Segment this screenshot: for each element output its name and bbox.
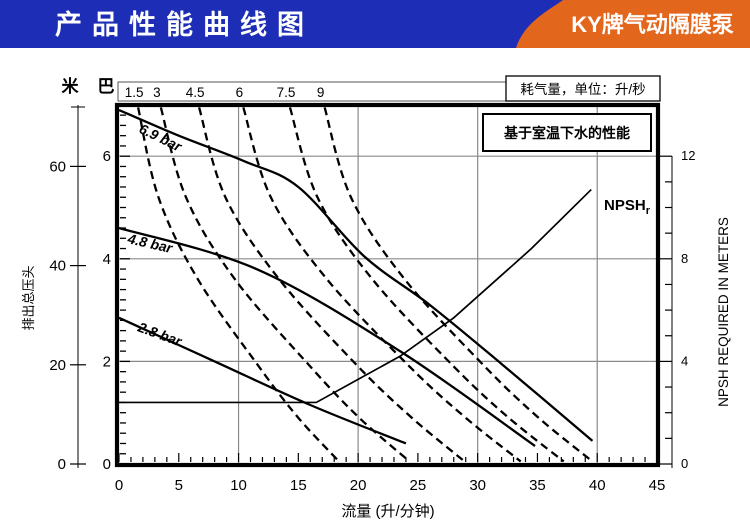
air-consumption-tick-labels: 1.5 3 4.5 6 7.5 9: [125, 85, 325, 100]
air-curve-4.5: [197, 107, 466, 463]
npsh-tick-label: 0: [681, 456, 688, 471]
meters-tick-label: 40: [49, 258, 66, 275]
air-tick-label-6: 6: [236, 85, 244, 100]
air-curve-9: [323, 107, 594, 463]
discharge-head-axis-title: 排出总压头: [21, 265, 36, 330]
performance-curve-2-8-bar: [118, 316, 407, 445]
x-tick-label: 30: [469, 477, 486, 494]
plot-border: [114, 102, 661, 468]
bar-tick-label: 4: [103, 251, 111, 268]
npsh-tick-label: 8: [681, 251, 688, 266]
x-tick-label: 15: [290, 477, 307, 494]
npsh-axis-title: NPSH REQUIRED IN METERS: [716, 217, 731, 407]
air-curve-1.5: [137, 107, 340, 463]
air-consumption-label-box: [505, 75, 661, 102]
npsh-tick-label: 4: [681, 353, 688, 368]
x-tick-label: 45: [649, 477, 666, 494]
flow-axis-title: 流量 (升/分钟): [341, 503, 434, 520]
bar-tick-label: 0: [103, 456, 111, 473]
x-tick-label: 0: [115, 477, 123, 494]
performance-curve-npsh: [119, 188, 592, 404]
air-tick-label-1.5: 1.5: [125, 85, 144, 100]
meters-tick-label: 60: [49, 158, 66, 175]
performance-curve-6-9-bar: [118, 108, 594, 442]
x-tick-label: 35: [529, 477, 546, 494]
page-title: 产品性能曲线图: [55, 10, 314, 40]
note-box: [482, 113, 652, 152]
brand-orange-swoosh: [516, 0, 750, 48]
npsh-tick-label: 12: [681, 148, 695, 163]
performance-curve-4-8-bar: [118, 226, 536, 447]
air-curve-6: [242, 107, 522, 463]
bar-tick-label: 2: [103, 353, 111, 370]
x-tick-label: 20: [350, 477, 367, 494]
x-tick-label: 40: [589, 477, 606, 494]
air-curve-3: [159, 107, 411, 463]
air-consumption-axis-label: 耗气量，单位：升/秒: [520, 82, 645, 97]
air-tick-label-4.5: 4.5: [186, 85, 205, 100]
brand-name: KY牌气动隔膜泵: [571, 12, 734, 37]
air-tick-label-7.5: 7.5: [277, 85, 296, 100]
meters-unit-header: 米: [62, 76, 80, 96]
page-header: 产品性能曲线图 KY牌气动隔膜泵: [0, 0, 750, 48]
meters-tick-label: 0: [58, 456, 66, 473]
x-tick-label: 25: [410, 477, 427, 494]
air-tick-label-3: 3: [153, 85, 161, 100]
x-tick-label: 5: [175, 477, 183, 494]
curve-label-npshr: NPSHr: [604, 197, 651, 217]
air-tick-label-9: 9: [317, 85, 325, 100]
note-text: 基于室温下水的性能: [504, 125, 630, 141]
curve-label-2-8-bar: 2.8 bar: [135, 318, 185, 349]
bar-unit-header: 巴: [98, 77, 115, 96]
curve-label-4-8-bar: 4.8 bar: [125, 230, 175, 256]
bar-tick-label: 6: [103, 148, 111, 165]
air-curve-7.5: [288, 107, 565, 463]
curve-label-6-9-bar: 6.9 bar: [137, 120, 186, 155]
x-tick-label: 10: [230, 477, 247, 494]
meters-tick-label: 20: [49, 357, 66, 374]
